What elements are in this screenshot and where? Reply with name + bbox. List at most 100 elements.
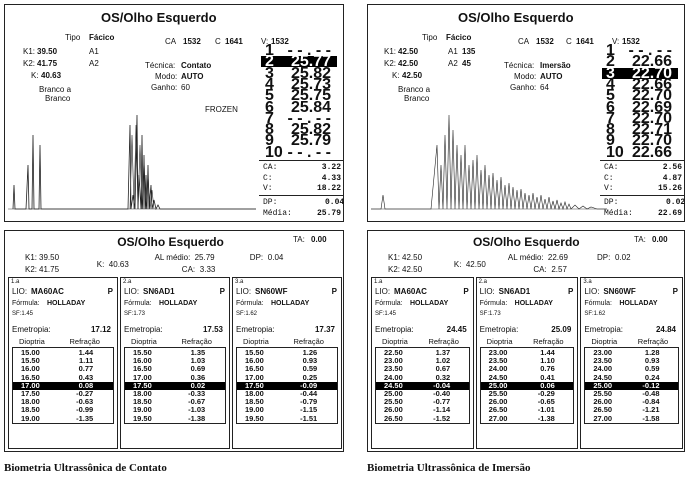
sf-value: SF:1.45 (12, 311, 34, 317)
table-row: 17.00 0.08 (13, 380, 113, 390)
dp-value: 0.02 (666, 198, 686, 207)
table-row: 22.50 1.37 (376, 348, 469, 357)
dioptria-cell: 24.00 (384, 372, 403, 382)
k1-label: K1: (388, 253, 401, 262)
measurement-index: 8 (265, 121, 274, 139)
col-refracao: Refração (293, 337, 324, 346)
dioptria-cell: 17.50 (245, 380, 264, 390)
dioptria-cell: 19.00 (21, 413, 40, 423)
table-row: 25.50 -0.29 (481, 389, 574, 398)
branco-label: Branco (45, 94, 71, 103)
dioptria-cell: 24.50 (384, 380, 403, 390)
dp-label: DP: (249, 253, 264, 262)
table-row: 18.50 -0.79 (237, 397, 337, 406)
dioptria-cell: 18.00 (133, 389, 152, 398)
refracao-cell: 1.35 (190, 348, 206, 357)
lio-model: MA60AC (394, 287, 427, 296)
emetropia-label: Emetropia: (375, 325, 414, 334)
measurements-list: 1- - . - -2 22.66 3 22.70 4 22.66 5 22.70 6 22.69… (602, 43, 680, 160)
al-value: 25.79 (194, 253, 215, 262)
measurement-row: 6 22.69 (602, 99, 678, 115)
k-value: 42.50 (402, 71, 423, 80)
refracao-cell: -0.04 (433, 380, 451, 390)
col-refracao: Refração (428, 337, 459, 346)
v-value: 1532 (622, 37, 640, 46)
c-label: C (215, 37, 221, 46)
dioptria-cell: 16.00 (245, 356, 264, 366)
measurement-index: 4 (265, 75, 274, 93)
v-value: 1532 (271, 37, 289, 46)
dioptria-cell: 16.50 (245, 364, 264, 374)
emetropia-value: 17.53 (202, 325, 223, 334)
k-label: K: (31, 71, 39, 80)
table-row: 25.00 -0.12 (585, 381, 678, 390)
measurement-value: 22.70 (631, 64, 672, 82)
table-row: 16.00 0.93 (237, 356, 337, 366)
dioptria-cell: 19.50 (133, 413, 152, 423)
k1-label: K1: (384, 47, 397, 56)
stat-label: V: (604, 184, 614, 193)
refracao-cell: 1.10 (540, 356, 555, 366)
dioptria-cell: 15.50 (245, 348, 264, 357)
caption: Biometria Ultrassônica de Imersão (367, 462, 531, 474)
immersion-biometry-panel: OS/Olho Esquerdo Tipo Fácico CA 1532 C 1… (367, 4, 686, 474)
v-label: V: (612, 37, 620, 46)
table-row: 15.50 1.26 (237, 348, 337, 357)
measurement-row: 2 25.77 (261, 54, 337, 70)
table-row: 24.50 0.24 (585, 372, 678, 382)
divider (600, 160, 684, 161)
refracao-cell: 1.26 (302, 348, 318, 357)
refracao-cell: -1.38 (537, 413, 555, 423)
emetropia-label: Emetropia: (479, 325, 519, 334)
modo-label: Modo: (155, 72, 178, 81)
measurement-index: 9 (606, 132, 615, 150)
measurement-index: 5 (606, 87, 615, 105)
lens-tag: 2.a (478, 279, 487, 285)
k-value: 42.50 (465, 260, 486, 269)
refracao-cell: -0.48 (642, 389, 660, 398)
a2-label: A2 (89, 59, 99, 68)
refracao-cell: 0.08 (78, 380, 94, 390)
lio-p: P (672, 287, 678, 296)
ta-label: TA: (293, 235, 305, 244)
refracao-cell: -0.65 (537, 397, 555, 407)
a-scan-waveform (8, 105, 256, 217)
measurement-index: 2 (606, 53, 615, 71)
dioptria-cell: 24.00 (488, 364, 508, 374)
tipo-value: Fácico (446, 33, 472, 42)
dioptria-cell: 27.00 (593, 413, 613, 423)
ganho-label: Ganho: (510, 83, 537, 92)
al-label: AL médio: (154, 253, 191, 262)
measurement-row: 7 22.70 (602, 110, 678, 126)
ganho-value: 64 (540, 83, 549, 92)
ca-value: 2.57 (551, 265, 567, 274)
ganho-value: 60 (181, 83, 190, 92)
refraction-table: 15.50 1.26 16.00 0.93 16.50 0.59 17.00 0.25 17.5… (236, 347, 338, 424)
emetropia-label: Emetropia: (12, 325, 51, 334)
measurement-row: 10 22.66 (602, 144, 678, 160)
table-row: 25.50 -0.77 (376, 397, 469, 406)
lio-p: P (463, 287, 469, 296)
table-row: 23.00 1.44 (481, 348, 574, 357)
refracao-cell: -1.03 (188, 405, 206, 415)
measurement-row: 5 22.70 (602, 87, 678, 105)
table-row: 23.50 1.10 (481, 356, 574, 366)
dioptria-cell: 18.50 (21, 405, 40, 415)
dioptria-cell: 26.00 (384, 405, 403, 415)
k1-value: 42.50 (402, 253, 423, 262)
lens-card: 1.a LIO: MA60AC P Fórmula: HOLLADAY SF:1.45 Eme… (371, 277, 474, 449)
table-row: 26.50 -1.21 (585, 406, 678, 414)
table-row: 18.00 -0.44 (237, 389, 337, 398)
refracao-cell: 0.41 (540, 372, 555, 382)
measurement-value: 25.73 (290, 75, 331, 93)
refracao-cell: -0.33 (188, 389, 206, 398)
iol-calc-screen: OS/Olho Esquerdo TA: 0.00 K1: 42.50 K: 42.50 AL… (367, 230, 685, 452)
dioptria-cell: 17.00 (133, 372, 152, 382)
k-label: K: (453, 260, 462, 269)
dioptria-cell: 24.50 (593, 372, 613, 382)
lio-label: LIO: (124, 287, 140, 296)
lio-label: LIO: (236, 287, 252, 296)
branco-a-label: Branco a (39, 85, 72, 94)
lens-card: 2.a LIO: SN6AD1 P Fórmula: HOLLADAY SF:1.73 Eme… (120, 277, 230, 449)
table-row: 19.50 -1.38 (125, 413, 225, 423)
